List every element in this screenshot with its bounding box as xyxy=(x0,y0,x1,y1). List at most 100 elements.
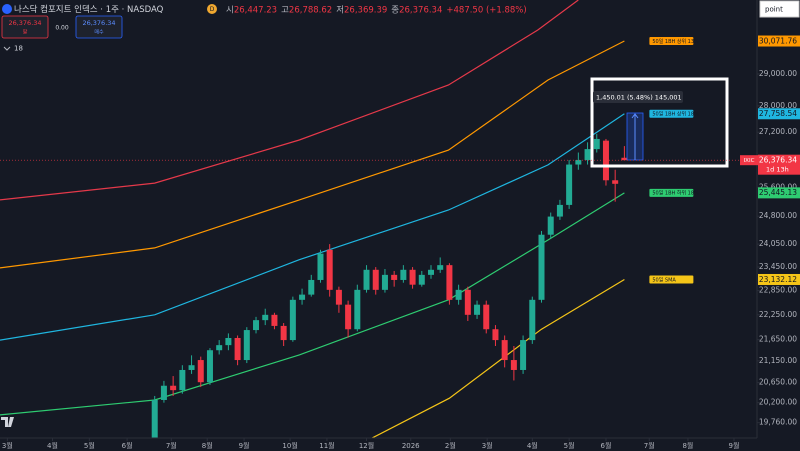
countdown: 1d 13h xyxy=(766,166,789,174)
collapse-icon[interactable] xyxy=(3,46,11,51)
x-tick-label: 12월 xyxy=(359,441,374,450)
candle-body xyxy=(243,330,250,361)
badge-label: D xyxy=(210,6,215,13)
x-tick-label: 10월 xyxy=(282,441,297,450)
symbol-title[interactable]: 나스닥 컴포지트 인덱스 · 1주 · NASDAQ xyxy=(14,4,164,15)
candle-body xyxy=(547,216,554,235)
candle-body xyxy=(538,234,545,300)
line-tag-label: 50일 1BH 상위 18% xyxy=(652,111,699,118)
price-label-bg xyxy=(758,108,800,120)
ohlc-value: 26,376.34 xyxy=(399,5,442,15)
candle-body xyxy=(225,337,232,346)
candle-body xyxy=(345,304,352,330)
indicator-line xyxy=(0,0,579,201)
candle-body xyxy=(160,385,167,400)
x-tick-label: 9월 xyxy=(239,441,250,450)
candle-body xyxy=(510,360,517,370)
search-text[interactable]: point xyxy=(765,6,783,14)
sell-price[interactable]: 26,376.34 xyxy=(8,19,41,27)
buy-label[interactable]: 매수 xyxy=(94,29,104,36)
candle-body xyxy=(206,350,213,383)
indicator-line xyxy=(0,113,625,341)
candle-body xyxy=(335,289,342,305)
candle-body xyxy=(602,140,609,181)
line-tag xyxy=(649,37,694,46)
last-price-bg xyxy=(758,154,800,175)
candle-body xyxy=(409,269,416,285)
symbol-icon[interactable] xyxy=(2,4,12,14)
candle-body xyxy=(188,365,195,370)
x-tick-label: 2026 xyxy=(402,442,420,450)
candle-body xyxy=(363,269,370,290)
candle-body xyxy=(271,314,278,326)
line-tag xyxy=(649,275,694,284)
candle-body xyxy=(151,399,158,438)
candle-body xyxy=(197,360,204,383)
candle-body xyxy=(621,157,628,161)
x-tick-label: 5월 xyxy=(564,441,575,450)
y-tick-label: 29,000.00 xyxy=(759,69,797,78)
symbol-tag: IXIC xyxy=(744,158,755,164)
y-tick-label: 23,450.00 xyxy=(759,262,797,271)
y-tick-label: 19,760.00 xyxy=(759,418,797,427)
y-tick-label: 27,200.00 xyxy=(759,127,797,136)
candle-body xyxy=(483,304,490,330)
candle-body xyxy=(593,138,600,150)
candle-body xyxy=(372,269,379,290)
buy-price[interactable]: 26,376.34 xyxy=(82,19,115,27)
indicator-line xyxy=(370,278,625,438)
y-tick-label: 21,650.00 xyxy=(759,335,797,344)
measure-arrow xyxy=(631,113,639,160)
candle-body xyxy=(427,269,434,275)
price-axis xyxy=(757,0,800,451)
candle-body xyxy=(326,249,333,290)
ohlc-label: 종 xyxy=(391,5,399,15)
candle-body xyxy=(381,274,388,290)
x-tick-label: 8월 xyxy=(682,441,693,450)
y-tick-label: 20,200.00 xyxy=(759,398,797,407)
candle-body xyxy=(280,325,287,341)
x-tick-label: 7월 xyxy=(166,441,177,450)
candle-body xyxy=(474,304,481,315)
candle-body xyxy=(317,253,324,280)
candle-body xyxy=(179,369,186,391)
ohlc-label: 저 xyxy=(336,5,344,15)
measure-label: 1,450.01 (5.48%) 145,001 xyxy=(596,94,682,102)
ohlc-value: 26,447.23 xyxy=(234,5,277,15)
buy-button[interactable] xyxy=(75,15,123,39)
candle-body xyxy=(492,329,499,341)
x-tick-label: 4월 xyxy=(47,441,58,450)
x-tick-label: 7월 xyxy=(644,441,655,450)
candles xyxy=(151,133,628,438)
price-label: 30,071.76 xyxy=(759,36,797,45)
indicator-lines xyxy=(0,0,625,438)
ohlc: 시26,447.23 고26,788.62 저26,369.39 종26,376.34… xyxy=(226,5,527,15)
candle-body xyxy=(391,274,398,280)
candle-body xyxy=(584,149,591,161)
ohlc-label: 시 xyxy=(226,5,234,15)
candle-body xyxy=(262,314,269,321)
last-price-label: 26,376.34 xyxy=(759,155,797,164)
candle-body xyxy=(556,204,563,217)
candle-body xyxy=(418,274,425,285)
price-label-bg xyxy=(758,273,800,285)
indicator-line xyxy=(0,40,625,269)
price-label: 25,445.13 xyxy=(759,188,797,197)
price-label-bg xyxy=(758,187,800,199)
y-tick-label: 21,150.00 xyxy=(759,356,797,365)
candle-body xyxy=(289,299,296,341)
x-tick-label: 8월 xyxy=(202,441,213,450)
indicator-count[interactable]: 18 xyxy=(14,45,23,53)
sell-label[interactable]: 팔 xyxy=(23,29,28,36)
y-tick-label: 22,250.00 xyxy=(759,310,797,319)
ohlc-value: 26,369.39 xyxy=(344,5,387,15)
candle-body xyxy=(566,164,573,205)
y-tick-label: 24,050.00 xyxy=(759,239,797,248)
candle-body xyxy=(520,340,527,370)
search-box[interactable] xyxy=(759,0,800,18)
ohlc-value: 26,788.62 xyxy=(289,5,332,15)
sell-button[interactable] xyxy=(1,15,49,39)
symbol-tag-bg xyxy=(740,155,758,166)
